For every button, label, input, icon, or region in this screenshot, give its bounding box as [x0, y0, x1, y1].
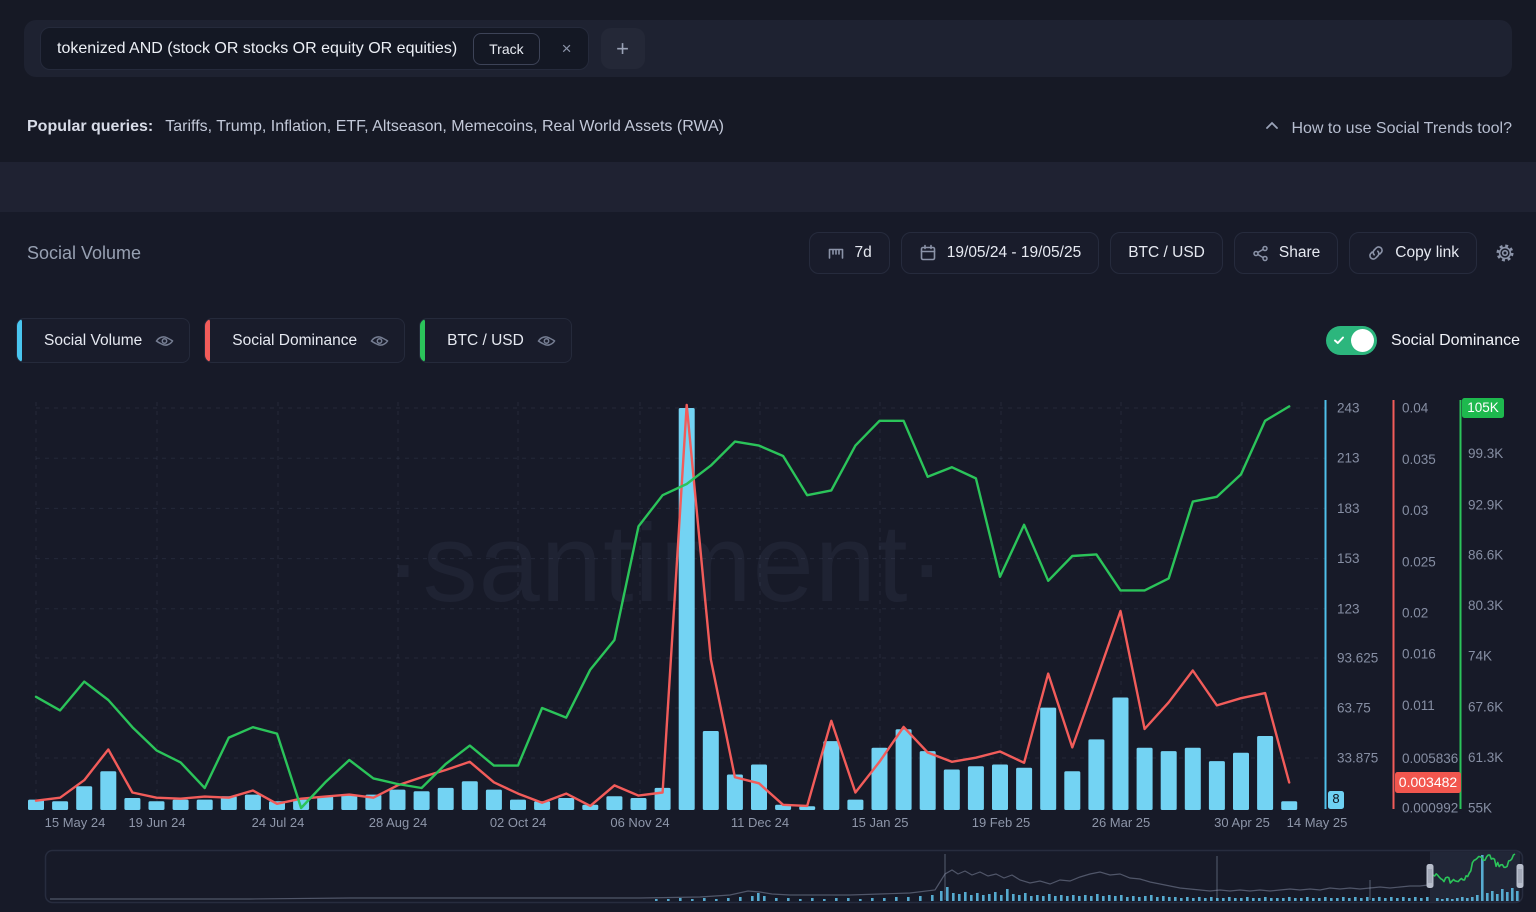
minimap[interactable] [0, 845, 1536, 909]
query-chip[interactable]: tokenized AND (stock OR stocks OR equity… [40, 27, 589, 70]
chart-controls: 7d 19/05/24 - 19/05/25 BTC / USD Share C… [808, 232, 1516, 274]
eye-icon[interactable] [537, 334, 556, 348]
legend-chip-btc-usd[interactable]: BTC / USD [419, 318, 572, 363]
svg-text:24 Jul 24: 24 Jul 24 [252, 815, 305, 830]
svg-text:123: 123 [1337, 601, 1360, 616]
check-icon [1333, 334, 1345, 346]
svg-text:15 Jan 25: 15 Jan 25 [851, 815, 908, 830]
share-label: Share [1278, 244, 1321, 261]
pair-button[interactable]: BTC / USD [1110, 232, 1223, 274]
svg-text:0.003482: 0.003482 [1399, 774, 1458, 790]
legend-chip-social-volume[interactable]: Social Volume [16, 318, 191, 363]
svg-text:28 Aug 24: 28 Aug 24 [369, 815, 428, 830]
page-title: Social Volume [27, 242, 142, 263]
legend-accent-bar [17, 319, 22, 362]
svg-text:19 Jun 24: 19 Jun 24 [128, 815, 185, 830]
settings-gear-button[interactable] [1494, 242, 1516, 264]
svg-text:19 Feb 25: 19 Feb 25 [972, 815, 1031, 830]
popular-queries-row: Popular queries: Tariffs, Trump, Inflati… [27, 118, 1512, 139]
add-query-button[interactable]: + [600, 28, 645, 69]
link-icon [1367, 244, 1385, 262]
search-query-text[interactable]: tokenized AND (stock OR stocks OR equity… [57, 39, 458, 57]
svg-text:74K: 74K [1468, 649, 1492, 664]
svg-text:06 Nov 24: 06 Nov 24 [610, 815, 669, 830]
svg-text:0.02: 0.02 [1402, 606, 1428, 621]
svg-text:0.000992: 0.000992 [1402, 801, 1458, 816]
legend-row: Social Volume Social Dominance BTC / USD… [16, 318, 1520, 363]
svg-text:11 Dec 24: 11 Dec 24 [731, 815, 789, 830]
chevron-up-icon [1264, 118, 1280, 139]
secondary-toolbar [0, 162, 1536, 212]
date-range-button[interactable]: 19/05/24 - 19/05/25 [900, 232, 1100, 274]
svg-text:15 May 24: 15 May 24 [45, 815, 106, 830]
svg-text:183: 183 [1337, 501, 1360, 516]
chart-header: Social Volume 7d 19/05/24 - 19/05/25 BTC… [27, 230, 1516, 276]
date-range-label: 19/05/24 - 19/05/25 [946, 244, 1082, 261]
pair-label: BTC / USD [1128, 244, 1205, 261]
main-chart[interactable]: 243 213 183 153 123 93.625 63.75 33.875 0.04 0.03… [0, 394, 1536, 840]
svg-text:0.04: 0.04 [1402, 401, 1429, 416]
svg-text:243: 243 [1337, 401, 1360, 416]
help-link[interactable]: How to use Social Trends tool? [1264, 118, 1512, 139]
svg-text:67.6K: 67.6K [1468, 700, 1503, 715]
toggle-knob [1351, 329, 1375, 352]
svg-text:63.75: 63.75 [1337, 701, 1371, 716]
share-icon [1252, 245, 1269, 262]
svg-text:0.03: 0.03 [1402, 503, 1428, 518]
legend-label: Social Volume [44, 331, 143, 349]
svg-text:105K: 105K [1467, 400, 1499, 415]
close-icon[interactable]: × [561, 39, 572, 58]
toggle-label: Social Dominance [1391, 331, 1520, 349]
svg-text:14 May 25: 14 May 25 [1287, 815, 1348, 830]
svg-text:0.035: 0.035 [1402, 452, 1436, 467]
svg-text:26 Mar 25: 26 Mar 25 [1092, 815, 1151, 830]
copy-link-label: Copy link [1395, 244, 1459, 261]
svg-text:61.3K: 61.3K [1468, 750, 1503, 765]
help-link-label: How to use Social Trends tool? [1291, 119, 1512, 137]
svg-text:0.016: 0.016 [1402, 647, 1436, 662]
svg-text:8: 8 [1332, 791, 1339, 806]
svg-text:0.005836: 0.005836 [1402, 751, 1458, 766]
svg-text:0.011: 0.011 [1402, 698, 1435, 713]
svg-text:30 Apr 25: 30 Apr 25 [1214, 815, 1270, 830]
top-bar: tokenized AND (stock OR stocks OR equity… [0, 0, 1536, 162]
social-dominance-toggle[interactable] [1326, 326, 1378, 355]
legend-accent-bar [420, 319, 426, 362]
legend-label: BTC / USD [447, 331, 524, 349]
interval-icon [827, 245, 845, 261]
plus-icon: + [616, 35, 629, 61]
svg-text:55K: 55K [1468, 801, 1492, 816]
svg-text:99.3K: 99.3K [1468, 446, 1503, 461]
interval-button[interactable]: 7d [808, 232, 890, 274]
search-bar: tokenized AND (stock OR stocks OR equity… [24, 20, 1512, 77]
svg-text:93.625: 93.625 [1337, 651, 1378, 666]
svg-text:80.3K: 80.3K [1468, 598, 1503, 613]
legend-accent-bar [205, 319, 211, 362]
svg-text:153: 153 [1337, 551, 1360, 566]
eye-icon[interactable] [155, 334, 174, 348]
calendar-icon [919, 244, 937, 262]
social-dominance-toggle-group: Social Dominance [1326, 326, 1520, 355]
share-button[interactable]: Share [1233, 232, 1339, 274]
popular-queries-label: Popular queries: [27, 118, 154, 135]
svg-text:92.9K: 92.9K [1468, 497, 1503, 512]
track-button[interactable]: Track [473, 32, 540, 65]
svg-text:33.875: 33.875 [1337, 751, 1378, 766]
svg-text:02 Oct 24: 02 Oct 24 [490, 815, 546, 830]
svg-text:0.025: 0.025 [1402, 554, 1436, 569]
interval-label: 7d [854, 244, 872, 261]
copy-link-button[interactable]: Copy link [1349, 232, 1477, 274]
legend-label: Social Dominance [232, 331, 358, 349]
legend-chip-social-dominance[interactable]: Social Dominance [204, 318, 406, 363]
eye-icon[interactable] [370, 334, 389, 348]
svg-text:213: 213 [1337, 451, 1360, 466]
popular-queries-list[interactable]: Tariffs, Trump, Inflation, ETF, Altseaso… [165, 118, 724, 135]
svg-text:86.6K: 86.6K [1468, 548, 1503, 563]
